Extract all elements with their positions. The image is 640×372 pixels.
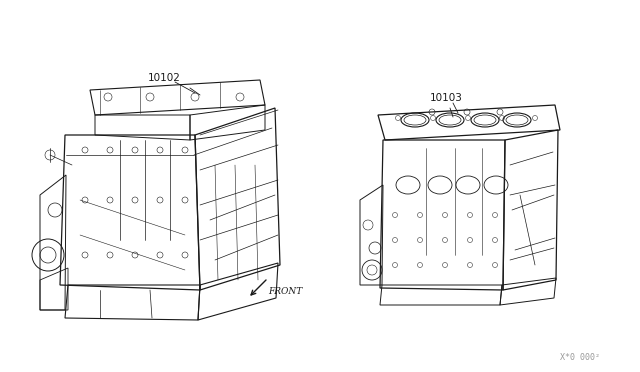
Text: FRONT: FRONT <box>268 288 302 296</box>
Text: 10102: 10102 <box>148 73 181 83</box>
Text: 10103: 10103 <box>430 93 463 103</box>
Text: X*0 000²: X*0 000² <box>560 353 600 362</box>
